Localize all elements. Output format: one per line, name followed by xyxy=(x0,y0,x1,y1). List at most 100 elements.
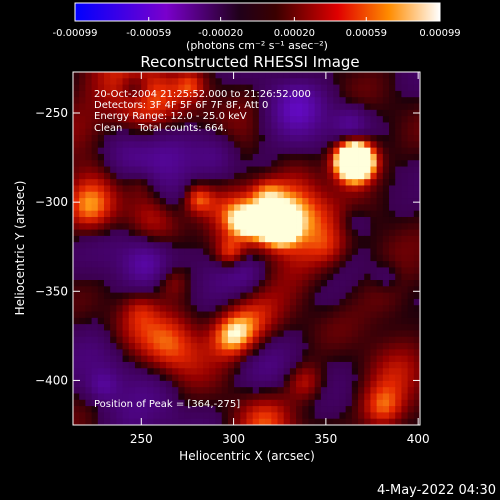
heatmap-cell xyxy=(234,135,241,142)
heatmap-cell xyxy=(277,286,285,294)
heatmap-cell xyxy=(122,418,130,425)
heatmap-cell xyxy=(333,248,340,256)
heatmap-cell xyxy=(227,380,235,388)
heatmap-cell xyxy=(358,216,365,224)
heatmap-cell xyxy=(215,153,223,161)
heatmap-cell xyxy=(302,280,309,287)
heatmap-cell xyxy=(240,286,247,294)
heatmap-cell xyxy=(296,406,303,413)
heatmap-cell xyxy=(147,267,154,275)
heatmap-cell xyxy=(382,305,390,312)
heatmap-cell xyxy=(265,273,272,281)
heatmap-cell xyxy=(271,191,278,199)
heatmap-cell xyxy=(184,172,192,180)
heatmap-cell xyxy=(73,380,80,388)
heatmap-cell xyxy=(141,311,148,319)
heatmap-cell xyxy=(389,90,396,98)
heatmap-cell xyxy=(389,399,396,407)
heatmap-cell xyxy=(215,84,223,92)
heatmap-cell xyxy=(407,172,415,180)
heatmap-cell xyxy=(246,185,254,193)
heatmap-cell xyxy=(364,191,371,199)
heatmap-cell xyxy=(73,374,80,382)
heatmap-cell xyxy=(320,368,328,375)
heatmap-cell xyxy=(190,393,198,401)
heatmap-cell xyxy=(389,210,396,218)
heatmap-cell xyxy=(314,368,322,375)
heatmap-cell xyxy=(376,418,384,425)
heatmap-cell xyxy=(302,305,309,312)
heatmap-cell xyxy=(209,349,216,357)
heatmap-cell xyxy=(296,387,303,394)
heatmap-cell xyxy=(209,368,216,375)
heatmap-cell xyxy=(221,78,229,85)
heatmap-cell xyxy=(221,406,229,413)
heatmap-cell xyxy=(327,122,334,130)
heatmap-cell xyxy=(147,179,154,186)
heatmap-cell xyxy=(339,135,347,142)
heatmap-cell xyxy=(85,355,92,363)
heatmap-cell xyxy=(147,387,154,394)
heatmap-cell xyxy=(271,160,278,167)
heatmap-cell xyxy=(190,349,198,357)
heatmap-cell xyxy=(283,248,291,256)
heatmap-cell xyxy=(358,166,365,174)
heatmap-cell xyxy=(116,97,123,104)
heatmap-cell xyxy=(184,311,192,319)
heatmap-cell xyxy=(103,78,111,85)
heatmap-cell xyxy=(159,90,167,98)
heatmap-cell xyxy=(296,343,303,350)
heatmap-cell xyxy=(215,273,223,281)
heatmap-cell xyxy=(79,298,86,306)
heatmap-cell xyxy=(407,380,415,388)
heatmap-cell xyxy=(73,135,80,142)
heatmap-cell xyxy=(413,103,420,111)
heatmap-cell xyxy=(97,273,105,281)
heatmap-cell xyxy=(289,116,297,123)
heatmap-cell xyxy=(376,254,384,262)
heatmap-cell xyxy=(153,84,161,92)
heatmap-cell xyxy=(364,412,371,420)
heatmap-cell xyxy=(358,349,365,357)
heatmap-cell xyxy=(178,349,185,357)
heatmap-cell xyxy=(364,355,371,363)
heatmap-cell xyxy=(277,90,285,98)
heatmap-cell xyxy=(203,210,210,218)
heatmap-cell xyxy=(351,305,359,312)
heatmap-cell xyxy=(296,355,303,363)
x-axis-label: Heliocentric X (arcsec) xyxy=(179,449,315,463)
heatmap-cell xyxy=(172,191,179,199)
heatmap-cell xyxy=(351,261,359,268)
heatmap-cell xyxy=(401,330,409,338)
heatmap-cell xyxy=(110,229,117,237)
heatmap-cell xyxy=(190,72,198,79)
heatmap-cell xyxy=(73,336,80,344)
heatmap-cell xyxy=(159,286,167,294)
heatmap-cell xyxy=(345,254,353,262)
heatmap-cell xyxy=(172,160,179,167)
heatmap-cell xyxy=(265,254,272,262)
heatmap-cell xyxy=(407,343,415,350)
heatmap-cell xyxy=(165,198,173,205)
heatmap-cell xyxy=(345,223,353,230)
heatmap-cell xyxy=(327,324,334,331)
heatmap-cell xyxy=(246,235,254,243)
heatmap-cell xyxy=(221,185,229,193)
heatmap-cell xyxy=(401,418,409,425)
heatmap-cell xyxy=(153,235,161,243)
heatmap-cell xyxy=(401,229,409,237)
heatmap-cell xyxy=(221,361,229,369)
heatmap-cell xyxy=(159,311,167,319)
heatmap-cell xyxy=(364,78,371,85)
heatmap-cell xyxy=(277,235,285,243)
heatmap-cell xyxy=(395,116,402,123)
heatmap-cell xyxy=(147,103,154,111)
heatmap-cell xyxy=(122,280,130,287)
heatmap-cell xyxy=(209,147,216,155)
heatmap-cell xyxy=(277,267,285,275)
heatmap-cell xyxy=(116,90,123,98)
heatmap-cell xyxy=(413,368,420,375)
heatmap-cell xyxy=(122,324,130,331)
heatmap-cell xyxy=(110,286,117,294)
heatmap-cell xyxy=(215,116,223,123)
